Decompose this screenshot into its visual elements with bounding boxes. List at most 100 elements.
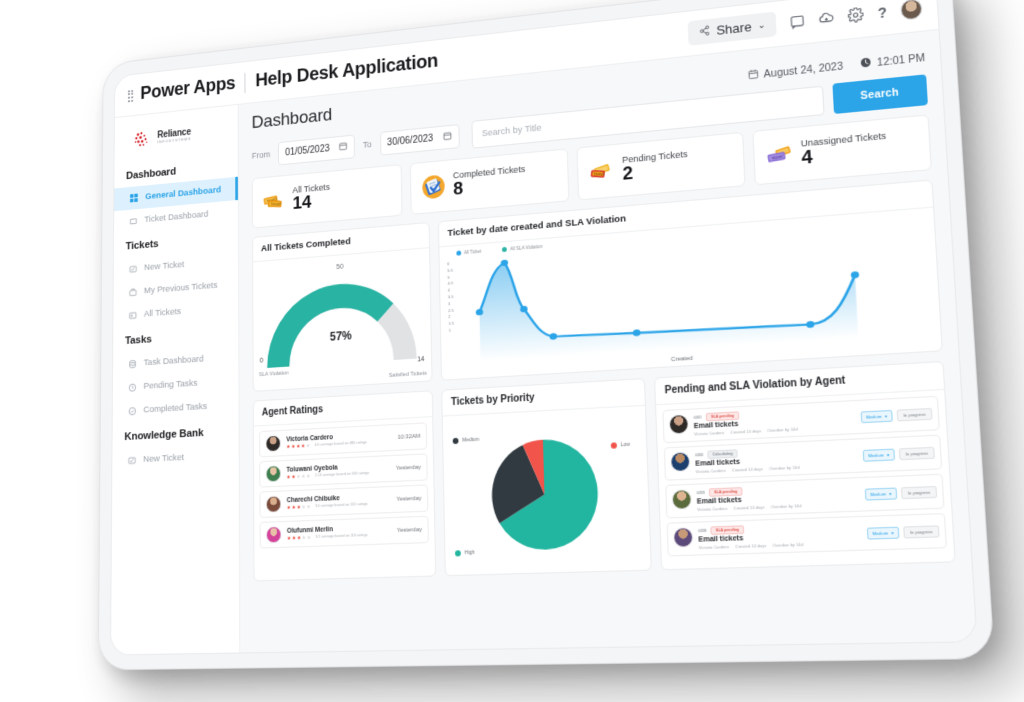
ticket-icon: [129, 216, 137, 226]
product-name: Power Apps: [140, 73, 236, 104]
agent-ratings-list: Victoria Cardero ★★★★★ 4.0 average based o…: [254, 417, 435, 554]
line-x-axis-label: Created: [670, 355, 693, 364]
status-button[interactable]: In progress: [898, 446, 935, 460]
ticket-agent: Victoria Cardero: [694, 429, 725, 437]
pie-legend-high-label: High: [464, 549, 475, 557]
calendar-icon: [747, 68, 759, 83]
agent-ratings-body[interactable]: Victoria Cardero ★★★★★ 4.0 average based o…: [254, 417, 435, 580]
calendar-picker-icon[interactable]: [442, 130, 452, 143]
gauge-mid-label: 50: [336, 263, 344, 271]
sidebar-item-label: My Previous Tickets: [143, 280, 218, 297]
from-date-input[interactable]: 01/05/2023: [278, 134, 356, 165]
ticket-id: #259: [696, 490, 705, 496]
status-button[interactable]: In progress: [896, 407, 933, 421]
ticket-agent: Victoria Cardero: [698, 543, 729, 551]
brand-text: Reliance infosystems: [157, 127, 191, 144]
status-badge: SLA pending: [710, 525, 745, 535]
status-button[interactable]: In progress: [900, 485, 938, 499]
legend-all-sla-violation[interactable]: All SLA Violation: [502, 244, 543, 253]
help-question-icon[interactable]: ?: [877, 3, 888, 21]
status-button[interactable]: In progress: [903, 524, 940, 538]
feedback-icon[interactable]: [790, 13, 806, 30]
line-y-tick: 5.5: [447, 267, 453, 273]
ticket-overdue: Overdue by 14d: [772, 541, 804, 548]
grid-icon: [129, 193, 138, 204]
main-content: Dashboard August 24, 2023 1: [238, 29, 977, 653]
ticket-created: Created 14 days: [730, 428, 762, 435]
ticket-created: Created 14 days: [735, 542, 767, 550]
search-button[interactable]: Search: [832, 74, 928, 115]
database-icon: [128, 359, 137, 369]
priority-select[interactable]: Medium ▾: [864, 486, 898, 501]
sidebar-item-new-ticket[interactable]: New Ticket: [112, 443, 239, 473]
line-y-tick: 6: [447, 261, 450, 267]
rating-detail: 2.14 average based on 200 ratings: [314, 470, 370, 478]
pie-legend-high[interactable]: High: [454, 549, 475, 557]
agent-rating-row[interactable]: Victoria Cardero ★★★★★ 4.0 average based o…: [259, 422, 428, 458]
sidebar-item-label: New Ticket: [144, 259, 185, 273]
priority-select[interactable]: Medium ▾: [862, 448, 895, 462]
legend-dot-teal-icon: [454, 550, 461, 557]
legend-dot-teal-icon: [502, 246, 508, 253]
topbar-divider: [244, 72, 246, 93]
app-body: Reliance infosystems Dashboard General Da…: [110, 29, 977, 655]
calendar-picker-icon[interactable]: [339, 140, 348, 153]
waffle-icon[interactable]: ⣿: [126, 88, 134, 103]
priority-value: Medium: [867, 451, 884, 458]
avatar: [670, 451, 691, 473]
gauge-chart: 50 0 14 SLA Violation Satisfied Tickets …: [253, 248, 431, 391]
charts-row-2: Agent Ratings Victoria Cardero ★★★★★ 4.0 a…: [252, 360, 956, 582]
from-date-value: 01/05/2023: [285, 143, 330, 158]
to-date-input[interactable]: 30/06/2023: [379, 123, 460, 156]
pending-sla-row[interactable]: #258 SLA pending Email tickets Victoria Car…: [666, 513, 947, 557]
sidebar-item-label: Completed Tasks: [143, 401, 208, 416]
avatar: [265, 495, 282, 513]
svg-text:TICKET: TICKET: [593, 172, 605, 177]
sidebar-item-label: All Tickets: [143, 306, 181, 320]
pie-legend-medium[interactable]: Medium: [452, 437, 479, 445]
pending-sla-body[interactable]: #261 SLA pending Email tickets Victoria Car…: [656, 390, 954, 569]
priority-select[interactable]: Medium ▾: [866, 526, 900, 540]
red-ticket-icon: TICKET: [588, 157, 616, 187]
star-rating-icon: ★★★★★: [286, 534, 312, 542]
kpi-card-unassigned-tickets[interactable]: TICKET Unassigned Tickets 4: [752, 114, 932, 186]
star-rating-icon: ★★★★★: [286, 473, 312, 481]
priority-select[interactable]: Medium ▾: [860, 409, 893, 423]
kpi-card-pending-tickets[interactable]: TICKET Pending Tickets 2: [576, 131, 746, 201]
priority-pie-panel: Tickets by Priority: [441, 378, 652, 577]
agent-rating-row[interactable]: Toluwani Oyebola ★★★★★ 2.14 average based …: [259, 453, 428, 488]
pie-legend-low[interactable]: Low: [610, 442, 630, 449]
ticket-agent: Victoria Cardero: [697, 505, 728, 513]
purple-ticket-icon: TICKET: [764, 140, 794, 171]
legend-all-ticket[interactable]: All Ticket: [456, 249, 481, 256]
priority-pie-chart: Medium Low High: [443, 406, 651, 575]
kpi-card-completed-tickets[interactable]: Completed Tickets 8: [409, 148, 570, 215]
agent-rating-row[interactable]: Charechi Chibuike ★★★★★ 3.0 average based …: [259, 484, 429, 519]
sidebar-item-label: Ticket Dashboard: [144, 209, 209, 225]
agent-rating-row[interactable]: Olufunmi Merlin ★★★★★ 3.2 average based on…: [259, 515, 429, 549]
sidebar: Reliance infosystems Dashboard General Da…: [110, 104, 241, 655]
legend-dot-red-icon: [610, 442, 617, 449]
briefcase-icon: [129, 287, 138, 297]
blue-check-ticket-icon: [420, 172, 447, 201]
ticket-created: Created 14 days: [731, 466, 763, 473]
cloud-download-icon[interactable]: [819, 10, 835, 27]
user-avatar-icon[interactable]: [900, 0, 923, 21]
kpi-card-row: TICKET TICKET All Tickets 14 Completed Ticke…: [251, 114, 932, 229]
line-y-tick: 3: [447, 301, 451, 307]
charts-row-1: All Tickets Completed 50 0 14 SLA Violat…: [252, 179, 943, 392]
kpi-card-all-tickets[interactable]: TICKET TICKET All Tickets 14: [251, 164, 403, 229]
priority-value: Medium: [870, 490, 886, 497]
settings-gear-icon[interactable]: [848, 7, 865, 24]
star-rating-icon: ★★★★★: [286, 442, 312, 450]
check-circle-icon: [128, 406, 137, 416]
pending-sla-row[interactable]: #260 Calculating Email tickets Victoria Car…: [663, 434, 943, 481]
reliance-logo-icon: [133, 128, 153, 152]
pending-sla-row[interactable]: #259 SLA pending Email tickets Victoria Car…: [665, 473, 945, 519]
chevron-down-icon: ▾: [888, 490, 892, 496]
gauge-value-label: 57%: [329, 328, 352, 344]
all-tickets-icon: [129, 310, 138, 320]
share-button[interactable]: Share ⌄: [687, 11, 778, 46]
line-y-axis-ticks: 6 5.5 5 4.5 4 3.5 3 2.5 2 1.5 1: [447, 261, 454, 333]
